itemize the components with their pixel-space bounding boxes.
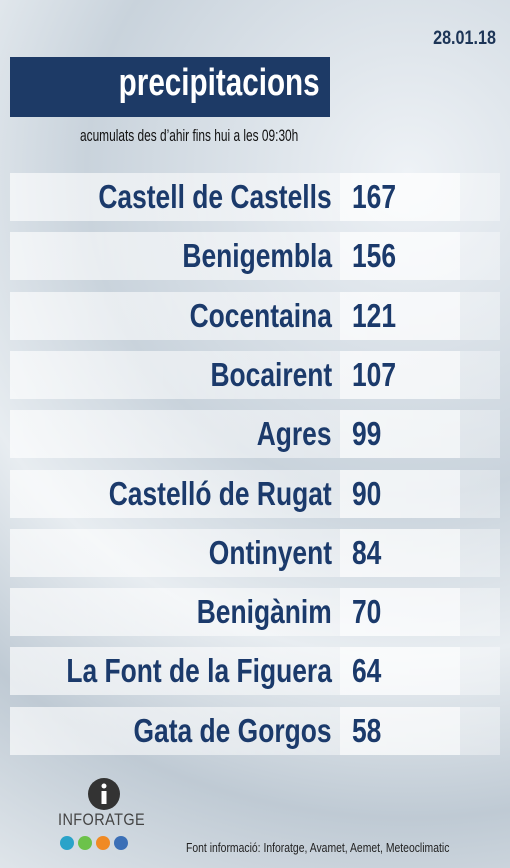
rainfall-value: 70	[352, 593, 381, 631]
station-name: Bocairent	[210, 356, 332, 394]
rainfall-value: 99	[352, 415, 381, 453]
station-name: La Font de la Figuera	[67, 652, 333, 690]
station-name: Agres	[257, 415, 332, 453]
station-name: Benigànim	[197, 593, 332, 631]
rainfall-value: 107	[352, 356, 396, 394]
station-name: Gata de Gorgos	[134, 712, 332, 750]
logo-circles	[58, 834, 134, 852]
logo-text: INFORATGE	[58, 810, 145, 830]
rainfall-value: 167	[352, 178, 396, 216]
rainfall-value: 121	[352, 297, 396, 335]
rainfall-value: 58	[352, 712, 381, 750]
rainfall-value: 90	[352, 475, 381, 513]
rainfall-value: 84	[352, 534, 381, 572]
station-name: Castelló de Rugat	[109, 475, 332, 513]
rainfall-value: 156	[352, 237, 396, 275]
station-name: Cocentaina	[190, 297, 332, 335]
source: Font informació: Inforatge, Avamet, Aeme…	[186, 840, 449, 855]
station-name: Ontinyent	[209, 534, 332, 572]
page: 28.01.18 precipitacions acumulats des d’…	[0, 0, 510, 868]
info-icon	[86, 776, 122, 812]
rainfall-value: 64	[352, 652, 381, 690]
title: precipitacions	[119, 62, 320, 105]
date: 28.01.18	[433, 28, 496, 50]
subtitle: acumulats des d’ahir fins hui a les 09:3…	[80, 126, 298, 146]
station-name: Castell de Castells	[99, 178, 332, 216]
station-name: Benigembla	[182, 237, 332, 275]
